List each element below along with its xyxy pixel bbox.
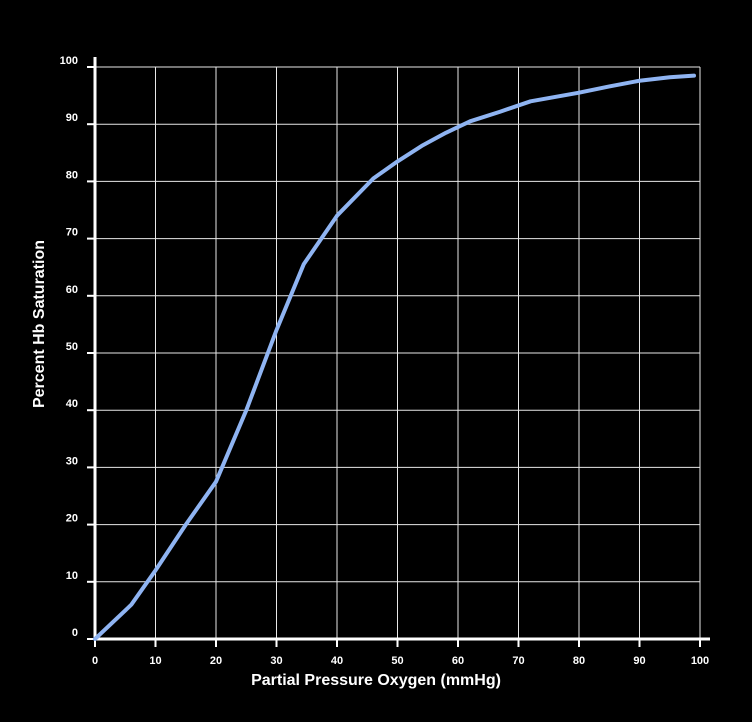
x-tick-label-10: 10 [149,655,161,667]
x-tick-label-50: 50 [391,655,403,667]
x-tick-label-40: 40 [331,655,343,667]
y-tick-label-40: 40 [66,398,78,410]
y-tick-label-20: 20 [66,513,78,525]
y-tick-label-90: 90 [66,112,78,124]
series-line-0 [93,73,696,641]
tick-marks [87,66,701,647]
y-tick-label-30: 30 [66,455,78,467]
y-tick-label-70: 70 [66,227,78,239]
x-tick-label-90: 90 [633,655,645,667]
series-layer [93,73,696,641]
x-tick-label-0: 0 [92,655,98,667]
x-tick-label-70: 70 [512,655,524,667]
y-tick-label-100: 100 [60,55,78,67]
y-axis-label: Percent Hb Saturation [31,240,48,408]
tick-labels: 0 10 20 30 40 50 60 70 80 90 100 0 10 20 30 40 50 60 70 80 9… [60,55,710,667]
y-tick-label-80: 80 [66,169,78,181]
x-tick-label-30: 30 [270,655,282,667]
axes [93,57,710,641]
grid-lines [95,66,701,639]
x-tick-label-20: 20 [210,655,222,667]
x-axis-label: Partial Pressure Oxygen (mmHg) [251,672,501,689]
y-tick-label-10: 10 [66,570,78,582]
y-tick-label-60: 60 [66,284,78,296]
y-tick-label-0: 0 [72,627,78,639]
y-tick-label-50: 50 [66,341,78,353]
x-tick-label-60: 60 [452,655,464,667]
x-tick-label-100: 100 [691,655,709,667]
x-tick-label-80: 80 [573,655,585,667]
